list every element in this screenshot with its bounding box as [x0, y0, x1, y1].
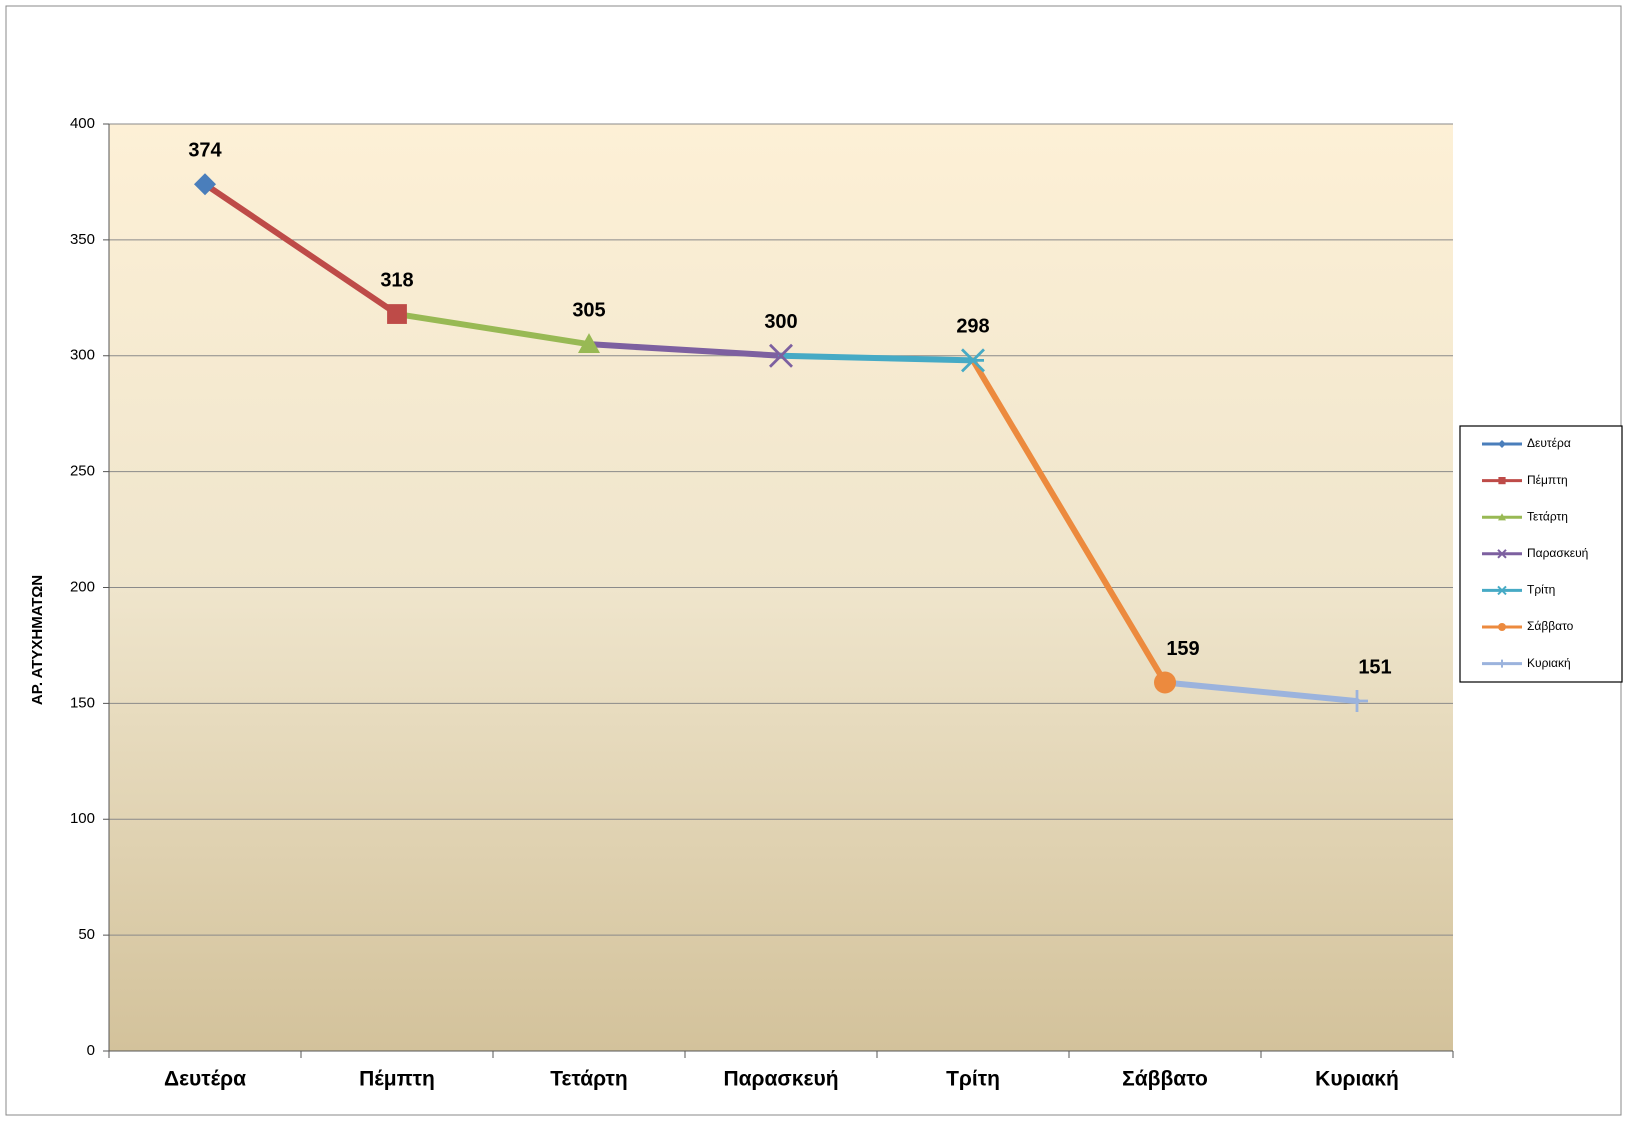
y-axis-label: ΑΡ. ΑΤΥΧΗΜΑΤΩΝ: [29, 575, 46, 705]
data-label: 159: [1166, 638, 1199, 660]
marker: [1498, 440, 1506, 448]
x-tick-label: Κυριακή: [1315, 1068, 1399, 1091]
marker: [194, 173, 216, 196]
x-tick-label: Δευτέρα: [164, 1068, 246, 1091]
marker: [1497, 549, 1507, 559]
y-tick-label: 100: [70, 810, 95, 827]
x-tick-label: Σάββατο: [1122, 1068, 1208, 1091]
marker: [1498, 513, 1506, 521]
y-tick-label: 250: [70, 463, 95, 480]
marker-shape: [1498, 477, 1506, 485]
data-label: 305: [572, 299, 605, 321]
line-segment: [1162, 679, 1360, 705]
marker-shape: [387, 304, 407, 324]
marker: [578, 333, 600, 353]
marker: [1498, 659, 1506, 668]
line-segment: [394, 311, 592, 348]
data-label: 151: [1358, 656, 1391, 678]
legend-label: Τετάρτη: [1527, 509, 1568, 523]
marker-shape: [1346, 690, 1368, 713]
line-segment: [202, 181, 400, 318]
marker: [1498, 477, 1506, 485]
marker-shape: [194, 173, 216, 196]
marker-shape: [1498, 659, 1506, 668]
line-segment: [970, 357, 1168, 686]
marker-shape: [1497, 549, 1507, 559]
legend-label: Παρασκευή: [1527, 546, 1588, 560]
x-tick-label: Παρασκευή: [723, 1068, 838, 1091]
marker-shape: [961, 348, 985, 373]
marker: [961, 348, 985, 373]
y-tick-label: 150: [70, 694, 95, 711]
legend-label: Τρίτη: [1527, 583, 1555, 597]
data-label: 298: [956, 316, 989, 338]
line-segment: [778, 352, 976, 364]
x-tick-label: Πέμπτη: [359, 1068, 435, 1091]
y-tick-label: 350: [70, 231, 95, 248]
y-tick-label: 300: [70, 347, 95, 364]
marker: [1154, 671, 1176, 694]
marker: [1346, 690, 1368, 713]
marker: [387, 304, 407, 324]
data-label: 318: [380, 269, 413, 291]
y-tick-label: 50: [78, 926, 95, 943]
data-label: 374: [188, 140, 222, 162]
line-segment: [586, 341, 784, 359]
y-tick-label: 400: [70, 115, 95, 132]
data-label: 300: [764, 311, 797, 333]
legend-label: Δευτέρα: [1527, 436, 1571, 450]
marker: [769, 343, 793, 368]
x-tick-label: Τετάρτη: [550, 1068, 628, 1091]
marker: [1497, 585, 1507, 596]
y-tick-label: 200: [70, 578, 95, 595]
x-tick-label: Τρίτη: [946, 1068, 1000, 1091]
marker-shape: [578, 333, 600, 353]
marker: [1498, 623, 1506, 631]
marker-shape: [769, 343, 793, 368]
marker-shape: [1497, 585, 1507, 596]
y-tick-label: 0: [87, 1042, 95, 1059]
marker-shape: [1498, 623, 1506, 631]
legend-label: Πέμπτη: [1527, 473, 1568, 487]
marker-shape: [1154, 671, 1176, 694]
legend-label: Κυριακή: [1527, 656, 1571, 670]
legend-label: Σάββατο: [1527, 619, 1574, 633]
marker-shape: [1498, 440, 1506, 448]
marker-shape: [1498, 513, 1506, 521]
